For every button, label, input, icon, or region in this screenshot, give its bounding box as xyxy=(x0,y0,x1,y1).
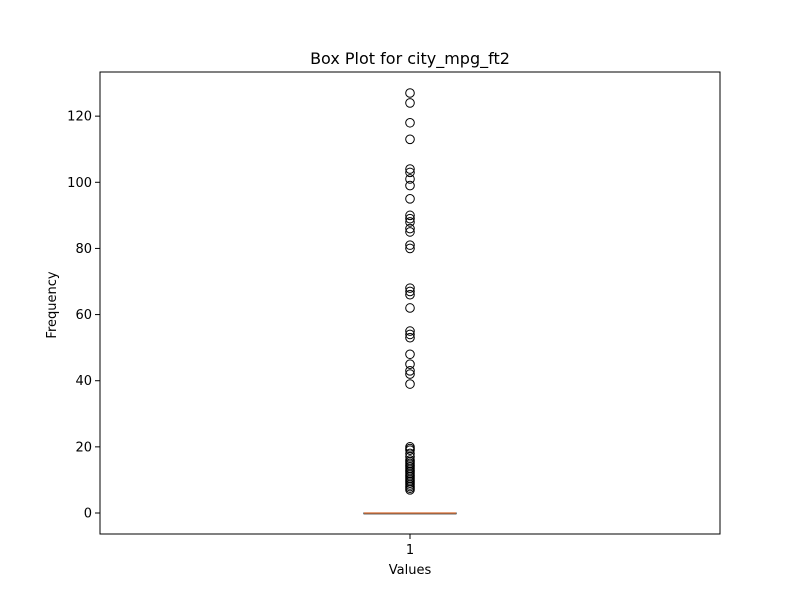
outlier-point xyxy=(405,164,415,174)
outlier-point xyxy=(405,326,415,336)
chart-title: Box Plot for city_mpg_ft2 xyxy=(310,49,510,69)
y-tick-label: 20 xyxy=(75,440,92,455)
outlier-point xyxy=(405,210,415,221)
outlier-point xyxy=(405,117,415,128)
y-tick-label: 120 xyxy=(67,110,92,125)
outlier-point xyxy=(405,98,415,108)
outlier-point xyxy=(405,286,415,297)
outlier-point xyxy=(405,369,415,379)
outlier-point xyxy=(405,174,415,184)
outlier-point xyxy=(405,359,415,369)
outlier-point xyxy=(405,303,415,313)
x-tick-label: 1 xyxy=(406,543,414,558)
outlier-point xyxy=(405,442,415,452)
outlier-point xyxy=(405,167,415,178)
outlier-point xyxy=(405,448,415,459)
x-axis-label: Values xyxy=(389,563,432,578)
y-tick-label: 40 xyxy=(75,374,92,389)
y-axis-label: Frequency xyxy=(45,271,60,338)
y-tick-label: 80 xyxy=(75,242,92,257)
outlier-point xyxy=(405,194,415,204)
outlier-point xyxy=(405,379,415,389)
outliers-group xyxy=(405,88,415,495)
outlier-point xyxy=(405,180,415,191)
y-tick-label: 60 xyxy=(75,308,92,323)
outlier-point xyxy=(405,365,415,376)
outlier-point xyxy=(405,455,415,465)
y-tick-label: 0 xyxy=(84,507,92,522)
outlier-point xyxy=(405,213,415,224)
box-group xyxy=(363,512,457,515)
outlier-point xyxy=(405,134,415,145)
outlier-point xyxy=(405,349,415,360)
outlier-point xyxy=(405,88,415,98)
outlier-point xyxy=(405,227,415,237)
outlier-point xyxy=(405,283,415,293)
x-ticks: 1 xyxy=(406,534,414,558)
outlier-point xyxy=(405,289,415,300)
outlier-point xyxy=(405,332,415,343)
outlier-point xyxy=(405,217,415,227)
outlier-point xyxy=(405,329,415,340)
outlier-point xyxy=(405,243,415,254)
outlier-point xyxy=(405,240,415,250)
outlier-point xyxy=(405,223,415,234)
y-tick-label: 100 xyxy=(67,176,92,191)
y-ticks: 0 20 40 60 80 100 120 xyxy=(67,110,100,522)
